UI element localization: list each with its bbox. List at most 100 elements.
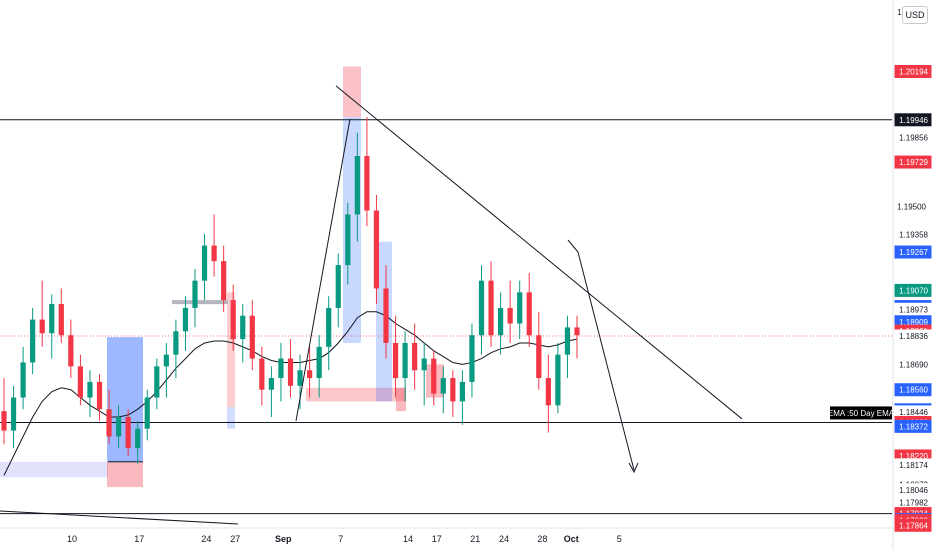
price-label-text: 1.18220 (899, 452, 928, 461)
price-label-text: 1.18909 (899, 318, 928, 327)
candle-body (421, 358, 427, 371)
price-label-box (894, 113, 932, 127)
price-label-text: 1.18372 (899, 422, 928, 431)
candle-body (297, 370, 303, 386)
candle-body (326, 307, 332, 347)
price-label-text: 1.19729 (899, 158, 928, 167)
marker-bar (172, 300, 228, 305)
price-label-box (894, 383, 932, 397)
candle-body (459, 381, 465, 402)
x-tick-label: Sep (275, 534, 292, 544)
x-axis: 10 17 24 27 Sep 7 14 17 21 24 28 Oct 5 (0, 527, 892, 544)
candle-body (240, 315, 246, 340)
candle-body (68, 335, 74, 367)
candle-body (431, 358, 437, 394)
currency-label[interactable]: USD (902, 6, 928, 24)
trade-zone (306, 387, 406, 402)
drawing-layer: EMA :50 Day EMA (0, 85, 895, 525)
x-tick-label: 27 (230, 534, 240, 544)
x-tick-label: 21 (470, 534, 480, 544)
x-tick-label: 24 (201, 534, 211, 544)
candle-body (307, 370, 313, 379)
price-label-box (894, 329, 932, 343)
candle-body (77, 366, 83, 398)
zone-edge (108, 461, 143, 463)
candle-body (526, 292, 532, 336)
x-tick-label: Oct (564, 534, 579, 544)
projection-arrowhead (628, 462, 639, 474)
trade-zone (227, 292, 235, 408)
candle-body (87, 381, 93, 398)
price-label-text: 1.19070 (899, 286, 928, 295)
candle-body (58, 304, 64, 336)
price-label-text: 1.18560 (899, 386, 928, 395)
candle-body (507, 307, 513, 324)
candle-body (106, 409, 112, 437)
candle-body (450, 378, 456, 402)
candle-body (555, 354, 561, 406)
price-label-box (894, 283, 932, 297)
candle-body (173, 331, 179, 355)
price-label-text: 1.18690 (899, 360, 928, 369)
candle-body (125, 416, 131, 449)
price-label-text: 1.19267 (899, 248, 928, 257)
price-label-box (894, 227, 932, 241)
x-tick-label: 17 (432, 534, 442, 544)
price-label-box (894, 155, 932, 169)
candle-body (364, 156, 370, 211)
candle-body (144, 397, 150, 429)
trade-zone (107, 461, 143, 488)
x-tick-label: 28 (537, 534, 547, 544)
candle-body (259, 358, 265, 390)
candle-body (192, 280, 198, 308)
price-label-text: 1.17864 (899, 521, 928, 530)
trade-zone (227, 407, 235, 429)
x-tick-label: 24 (499, 534, 509, 544)
candle-body (564, 327, 571, 355)
candle-body (135, 428, 141, 449)
candle-body (268, 378, 274, 390)
candle-body (211, 245, 217, 262)
lower-trendline (0, 510, 239, 525)
trade-zone (0, 461, 108, 478)
candle-body (287, 358, 294, 386)
candle-body (574, 327, 580, 336)
candle-body (383, 288, 389, 343)
price-label-text: 1.18446 (899, 408, 928, 417)
candle-body (469, 335, 475, 382)
candle-body (440, 378, 446, 394)
candle-body (354, 156, 360, 215)
candle-body (182, 307, 189, 332)
price-label-box (894, 419, 932, 433)
projection-arrow-line (577, 251, 635, 471)
price-label-box (894, 64, 932, 78)
candle-body (536, 335, 542, 379)
price-label-text: 1.19946 (899, 116, 928, 125)
candle-body (402, 342, 408, 379)
candle-body (230, 300, 236, 340)
price-label-box (894, 130, 932, 144)
price-label-box (894, 245, 932, 259)
price-label-text: 1.19856 (899, 133, 928, 142)
trade-zone (343, 66, 361, 118)
candle-body (345, 214, 351, 266)
candle-layer (1, 117, 580, 464)
candle-body (221, 261, 227, 301)
x-tick-label: 10 (67, 534, 77, 544)
candle-body (373, 210, 380, 289)
price-label-text: 1.18174 (899, 461, 928, 470)
candle-body (249, 315, 255, 359)
candle-body (412, 342, 418, 371)
candle-body (545, 378, 551, 406)
x-tick-label: 14 (403, 534, 413, 544)
price-label-text: 1.18973 (899, 305, 928, 314)
candle-body (39, 319, 45, 334)
price-label-box (894, 518, 932, 532)
price-label-text: 1.18836 (899, 332, 928, 341)
price-label-box (894, 458, 932, 472)
x-tick-label: 17 (134, 534, 144, 544)
candle-body (163, 354, 169, 367)
candle-body (392, 342, 399, 379)
